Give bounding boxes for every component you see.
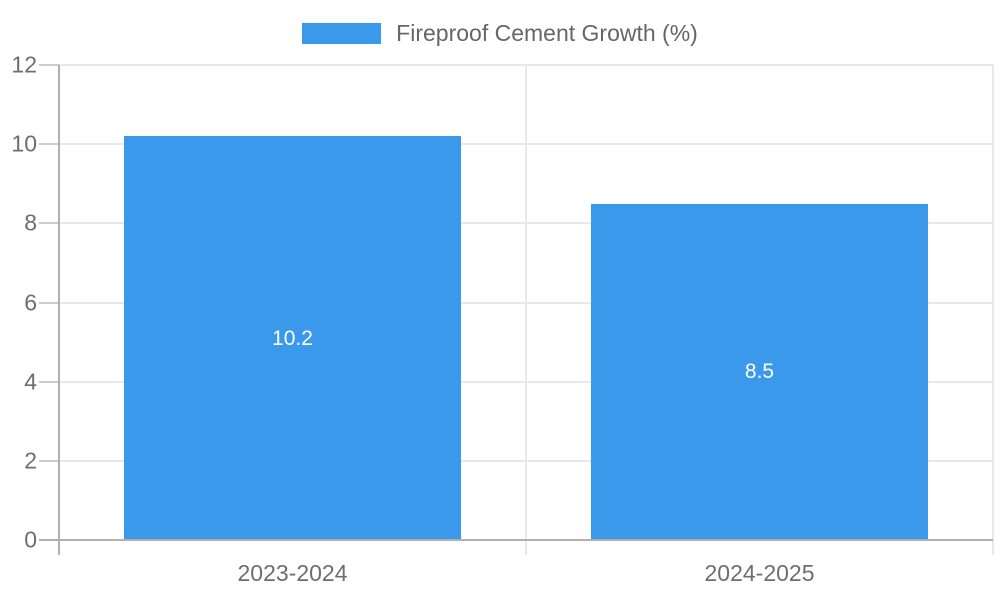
y-axis-tick bbox=[39, 539, 59, 541]
x-category-label: 2024-2025 bbox=[704, 560, 815, 586]
y-axis-tick bbox=[39, 301, 59, 304]
y-tick-label: 8 bbox=[24, 209, 37, 236]
bar: 8.5 bbox=[590, 203, 929, 540]
y-tick-label: 12 bbox=[11, 51, 37, 78]
y-axis-tick bbox=[39, 222, 59, 225]
y-axis-line bbox=[58, 65, 60, 555]
y-tick-label: 6 bbox=[24, 289, 37, 315]
legend[interactable]: Fireproof Cement Growth (%) bbox=[0, 22, 1000, 45]
y-tick-label: 10 bbox=[11, 130, 37, 157]
legend-label: Fireproof Cement Growth (%) bbox=[396, 20, 698, 46]
bar: 10.2 bbox=[123, 136, 462, 540]
x-axis-line bbox=[59, 539, 993, 541]
y-tick-label: 2 bbox=[24, 447, 37, 474]
y-tick-label: 0 bbox=[24, 526, 37, 553]
y-tick-label: 4 bbox=[24, 368, 37, 395]
x-category-label: 2023-2024 bbox=[237, 560, 348, 586]
plot-area: 0 2 4 6 8 10 12 10.2 2023-2024 8.5 2024-2025 bbox=[11, 53, 994, 585]
plot-right-border bbox=[992, 65, 994, 555]
y-axis-tick bbox=[39, 459, 59, 462]
y-axis-tick bbox=[39, 143, 59, 146]
category-boundary-line bbox=[525, 65, 527, 555]
bar-value-label: 10.2 bbox=[272, 326, 313, 350]
y-axis-tick bbox=[39, 380, 59, 383]
legend-swatch bbox=[302, 23, 382, 44]
y-axis-tick bbox=[39, 64, 59, 66]
bar-value-label: 8.5 bbox=[744, 360, 775, 384]
